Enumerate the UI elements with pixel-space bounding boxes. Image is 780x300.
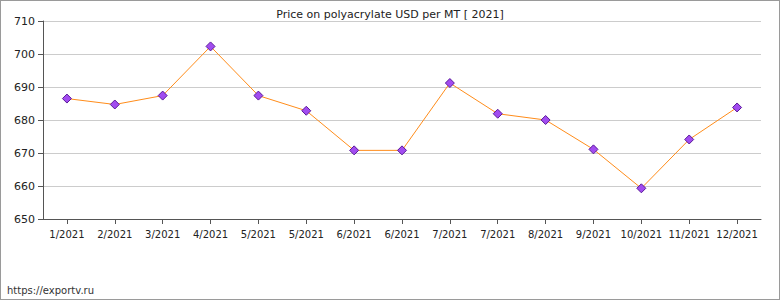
svg-text:660: 660	[14, 180, 35, 193]
svg-text:670: 670	[14, 147, 35, 160]
svg-text:Price on polyacrylate USD per: Price on polyacrylate USD per MT [ 2021]	[276, 8, 504, 21]
svg-text:2/2021: 2/2021	[97, 229, 132, 240]
svg-text:5/2021: 5/2021	[241, 229, 276, 240]
svg-text:10/2021: 10/2021	[621, 229, 663, 240]
svg-text:700: 700	[14, 48, 35, 61]
svg-text:9/2021: 9/2021	[576, 229, 611, 240]
svg-text:7/2021: 7/2021	[480, 229, 515, 240]
svg-text:11/2021: 11/2021	[668, 229, 710, 240]
svg-text:7/2021: 7/2021	[432, 229, 467, 240]
svg-text:8/2021: 8/2021	[528, 229, 563, 240]
svg-text:680: 680	[14, 114, 35, 127]
svg-text:6/2021: 6/2021	[337, 229, 372, 240]
svg-text:3/2021: 3/2021	[145, 229, 180, 240]
svg-text:650: 650	[14, 213, 35, 226]
svg-text:6/2021: 6/2021	[384, 229, 419, 240]
svg-text:5/2021: 5/2021	[289, 229, 324, 240]
svg-text:https://exportv.ru: https://exportv.ru	[7, 285, 94, 296]
svg-text:690: 690	[14, 81, 35, 94]
svg-text:12/2021: 12/2021	[716, 229, 758, 240]
svg-text:710: 710	[14, 15, 35, 28]
svg-text:1/2021: 1/2021	[49, 229, 84, 240]
svg-text:4/2021: 4/2021	[193, 229, 228, 240]
